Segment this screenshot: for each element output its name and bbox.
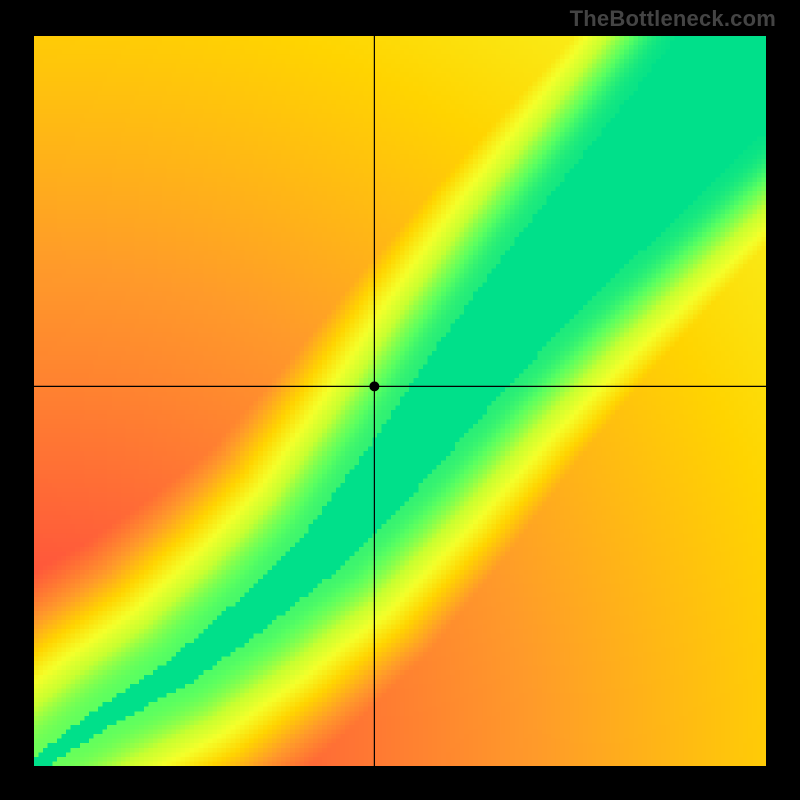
heatmap-canvas	[34, 36, 766, 766]
plot-area	[34, 36, 766, 766]
chart-frame: TheBottleneck.com	[0, 0, 800, 800]
watermark-text: TheBottleneck.com	[570, 6, 776, 32]
